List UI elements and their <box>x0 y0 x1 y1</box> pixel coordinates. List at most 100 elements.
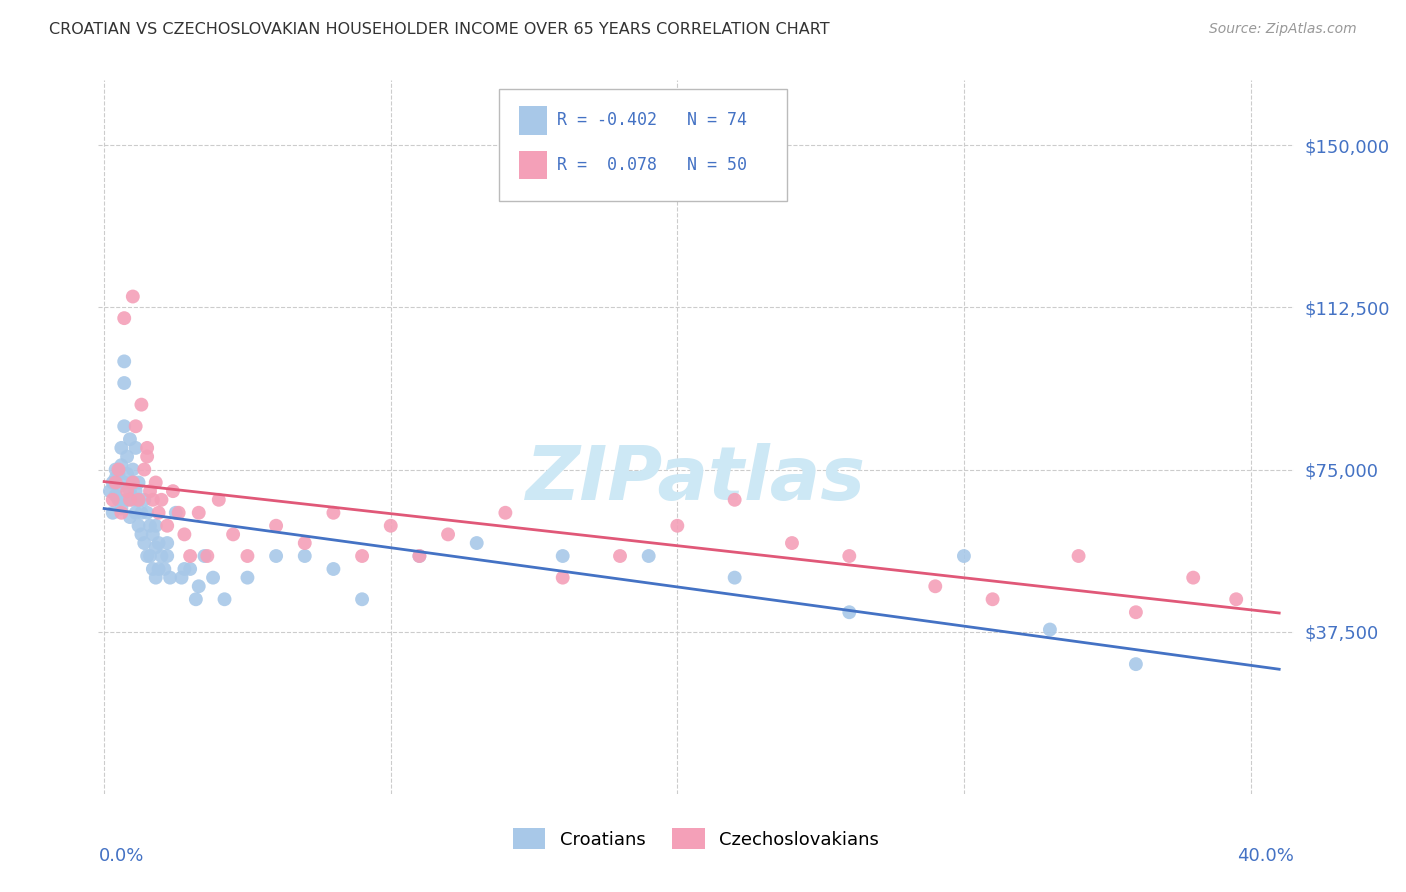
Point <box>107 492 129 507</box>
Point <box>838 605 860 619</box>
Point <box>134 492 156 507</box>
Point <box>139 549 162 563</box>
Point <box>1182 571 1205 585</box>
Point <box>156 518 179 533</box>
Point <box>128 475 150 490</box>
Point <box>115 484 138 499</box>
Point <box>724 571 747 585</box>
Point <box>322 506 344 520</box>
Point <box>107 462 129 476</box>
Point <box>98 484 121 499</box>
Point <box>981 592 1004 607</box>
Point <box>924 579 946 593</box>
Point <box>131 527 153 541</box>
Point <box>115 450 138 464</box>
Point <box>150 549 173 563</box>
Point <box>551 549 574 563</box>
Point <box>195 549 218 563</box>
Text: R = -0.402   N = 74: R = -0.402 N = 74 <box>557 112 747 129</box>
Text: CROATIAN VS CZECHOSLOVAKIAN HOUSEHOLDER INCOME OVER 65 YEARS CORRELATION CHART: CROATIAN VS CZECHOSLOVAKIAN HOUSEHOLDER … <box>49 22 830 37</box>
Point <box>352 549 374 563</box>
Point <box>780 536 803 550</box>
Point <box>145 518 167 533</box>
Text: R =  0.078   N = 50: R = 0.078 N = 50 <box>557 156 747 174</box>
Point <box>150 492 173 507</box>
Point <box>187 579 209 593</box>
Point <box>145 541 167 555</box>
Point <box>148 506 170 520</box>
Point <box>101 506 124 520</box>
Point <box>107 480 129 494</box>
Point <box>128 492 150 507</box>
Point <box>953 549 976 563</box>
Point <box>148 562 170 576</box>
Point <box>187 506 209 520</box>
Point <box>294 549 316 563</box>
Point <box>121 475 143 490</box>
Point <box>208 492 231 507</box>
Point <box>121 289 143 303</box>
Point <box>121 492 143 507</box>
Point <box>179 549 201 563</box>
Point <box>121 462 143 476</box>
Point <box>112 419 135 434</box>
Point <box>193 549 215 563</box>
Point <box>139 484 162 499</box>
Point <box>724 492 747 507</box>
Point <box>551 571 574 585</box>
Point <box>142 562 165 576</box>
Point <box>136 441 159 455</box>
Point <box>145 571 167 585</box>
Point <box>136 549 159 563</box>
Point <box>437 527 460 541</box>
Point <box>408 549 430 563</box>
Point <box>173 562 195 576</box>
Point <box>128 492 150 507</box>
Point <box>637 549 659 563</box>
Point <box>408 549 430 563</box>
Text: 0.0%: 0.0% <box>98 847 143 865</box>
Point <box>156 536 179 550</box>
Point <box>112 376 135 390</box>
Point <box>264 518 287 533</box>
Point <box>110 501 132 516</box>
Point <box>118 432 141 446</box>
Point <box>170 571 193 585</box>
Point <box>838 549 860 563</box>
Point <box>148 536 170 550</box>
Point <box>121 475 143 490</box>
Legend: Croatians, Czechoslovakians: Croatians, Czechoslovakians <box>505 821 887 856</box>
Point <box>124 506 146 520</box>
Point <box>159 571 181 585</box>
Point <box>112 475 135 490</box>
Point <box>494 506 516 520</box>
Point <box>294 536 316 550</box>
Point <box>124 419 146 434</box>
Point <box>1067 549 1090 563</box>
Point <box>118 510 141 524</box>
Text: 40.0%: 40.0% <box>1237 847 1294 865</box>
Point <box>115 492 138 507</box>
Point <box>167 506 190 520</box>
Point <box>104 471 127 485</box>
Point <box>124 484 146 499</box>
Point <box>101 475 124 490</box>
Point <box>134 536 156 550</box>
Point <box>153 562 176 576</box>
Point <box>465 536 488 550</box>
Point <box>222 527 245 541</box>
Point <box>131 506 153 520</box>
Point <box>380 518 402 533</box>
Point <box>128 518 150 533</box>
Point <box>124 441 146 455</box>
Point <box>134 462 156 476</box>
Point <box>165 506 187 520</box>
Point <box>264 549 287 563</box>
Point <box>136 450 159 464</box>
Point <box>104 462 127 476</box>
Point <box>145 475 167 490</box>
Point <box>1125 657 1147 672</box>
Point <box>107 467 129 481</box>
Point <box>112 354 135 368</box>
Point <box>131 398 153 412</box>
